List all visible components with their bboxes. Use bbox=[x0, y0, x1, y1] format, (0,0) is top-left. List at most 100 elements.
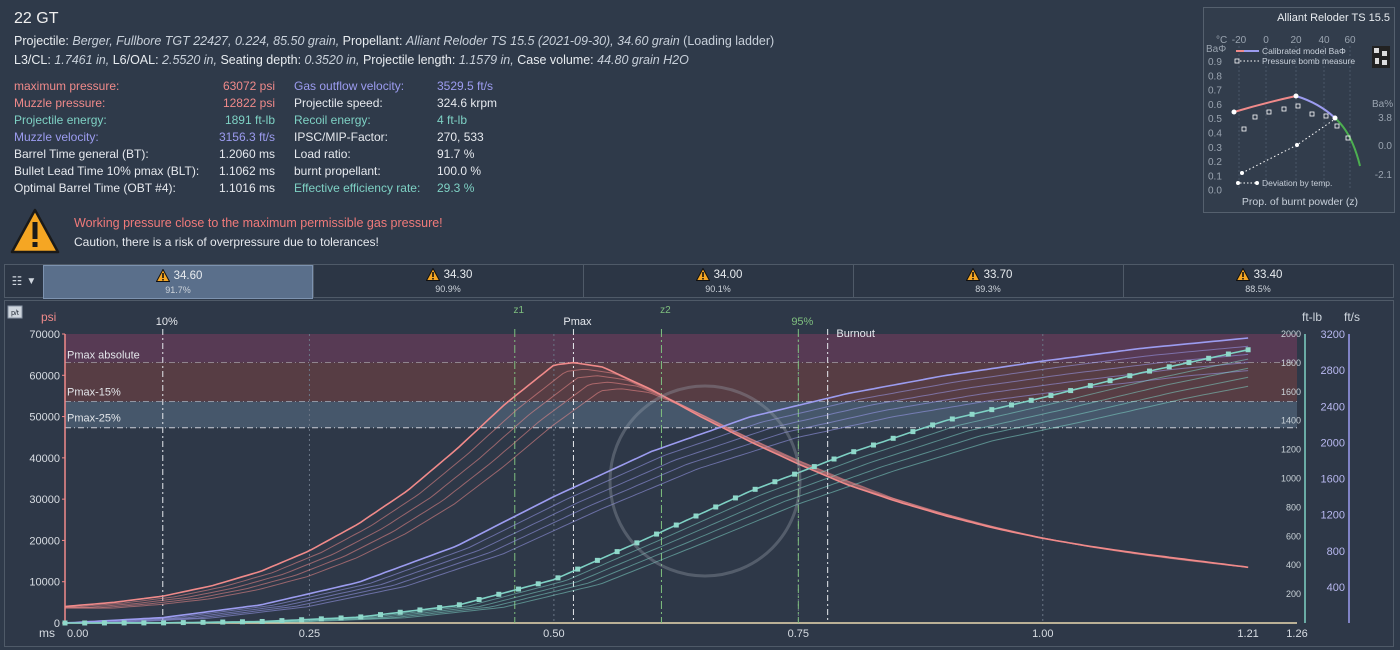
inset-top-tick: 0 bbox=[1263, 35, 1269, 46]
chevron-down-icon: ▼ bbox=[26, 275, 37, 287]
energy-point bbox=[575, 566, 581, 572]
l6-label: L6/OAL: bbox=[109, 53, 163, 67]
tab-charge-34.00[interactable]: 34.00 90.1% bbox=[583, 265, 852, 297]
stat-value: 3529.5 ft/s bbox=[437, 79, 494, 93]
stat-left-row: Barrel Time general (BT): 1.2060 ms bbox=[14, 146, 275, 163]
inset-left-label: BaΦ bbox=[1206, 44, 1226, 55]
energy-point bbox=[1087, 383, 1093, 389]
energy-tick-label: 400 bbox=[1286, 560, 1301, 570]
watermark-circle bbox=[608, 384, 802, 578]
energy-point bbox=[476, 597, 482, 603]
inset-xlabel: Prop. of burnt powder (z) bbox=[1242, 196, 1358, 208]
inset-left-tick: 0.2 bbox=[1208, 157, 1222, 168]
inset-curve-blue bbox=[1295, 95, 1336, 119]
energy-point bbox=[949, 416, 955, 422]
l3-label: L3/CL: bbox=[14, 53, 55, 67]
inset-curves bbox=[1231, 93, 1361, 175]
inset-left-tick: 0.4 bbox=[1208, 129, 1222, 140]
energy-point bbox=[673, 522, 679, 528]
marker-label: Burnout bbox=[836, 328, 875, 340]
energy-point bbox=[417, 607, 423, 613]
inset-curve-red bbox=[1233, 95, 1297, 113]
stat-left-row: maximum pressure: 63072 psi bbox=[14, 78, 275, 95]
energy-point bbox=[535, 581, 541, 587]
inset-left-tick: 0.5 bbox=[1208, 114, 1222, 125]
stat-label: IPSC/MIP-Factor: bbox=[294, 130, 389, 144]
legend-calibrated: Calibrated model BaΦ bbox=[1262, 46, 1346, 56]
tab-load-ratio: 89.3% bbox=[975, 284, 1001, 294]
stat-right-row: Load ratio: 91.7 % bbox=[294, 146, 517, 163]
warning-icon bbox=[1236, 268, 1250, 281]
energy-point bbox=[713, 504, 719, 510]
tab-load-ratio: 88.5% bbox=[1245, 284, 1271, 294]
pt-toggle-button[interactable] bbox=[7, 305, 23, 319]
energy-point bbox=[1186, 360, 1192, 366]
energy-point bbox=[279, 618, 285, 624]
stat-value: 63072 psi bbox=[222, 79, 275, 93]
velocity-tick-label: 800 bbox=[1327, 546, 1345, 558]
energy-point bbox=[299, 617, 305, 623]
stat-label: Projectile speed: bbox=[294, 96, 383, 110]
case-volume-label: Case volume: bbox=[513, 53, 598, 67]
velocity-curve bbox=[65, 353, 1249, 624]
energy-point bbox=[614, 549, 620, 555]
legend-dot bbox=[1236, 181, 1240, 185]
inset-measure-squares bbox=[1241, 103, 1351, 141]
warning-icon bbox=[156, 269, 170, 282]
energy-point bbox=[1225, 351, 1231, 357]
energy-point bbox=[1008, 402, 1014, 408]
warning-icon bbox=[966, 268, 980, 281]
watermark-logo bbox=[608, 384, 802, 578]
stat-left-row: Projectile energy: 1891 ft-lb bbox=[14, 112, 275, 129]
propellant-value: Alliant Reloder TS 15.5 (2021-09-30), 34… bbox=[405, 34, 680, 48]
propellant-model-panel[interactable]: Alliant Reloder TS 15.5 °C -20 0 20 40 60 BaΦ 0… bbox=[1203, 7, 1395, 213]
energy-point bbox=[141, 620, 147, 626]
pressure-tick-label: 60000 bbox=[29, 370, 60, 382]
energy-point bbox=[870, 442, 876, 448]
marker-label: z1 bbox=[513, 305, 524, 316]
tab-load-ratio: 90.1% bbox=[705, 284, 731, 294]
inset-legend: Calibrated model BaΦ Pressure bomb measu… bbox=[1234, 46, 1355, 188]
tab-charge-33.40[interactable]: 33.40 88.5% bbox=[1123, 265, 1392, 297]
l3-value: 1.7461 in, bbox=[54, 53, 110, 67]
energy-point bbox=[831, 456, 837, 462]
energy-tick-label: 800 bbox=[1286, 502, 1301, 512]
velocity-tick-label: 1200 bbox=[1321, 510, 1345, 522]
energy-tick-label: 1600 bbox=[1281, 387, 1301, 397]
inset-title: Alliant Reloder TS 15.5 bbox=[1277, 12, 1390, 24]
stat-label: maximum pressure: bbox=[14, 79, 120, 93]
velocity-curve bbox=[65, 370, 1249, 624]
marker-label: z2 bbox=[660, 305, 671, 316]
stat-value: 1.1062 ms bbox=[218, 164, 275, 178]
energy-point bbox=[851, 449, 857, 455]
stat-label: Gas outflow velocity: bbox=[294, 79, 405, 93]
energy-point bbox=[121, 620, 127, 626]
legend-dot-2 bbox=[1255, 181, 1259, 185]
pressure-curve bbox=[64, 361, 1249, 608]
energy-point bbox=[969, 411, 975, 417]
tabs-menu-button[interactable]: ☷ ▼ bbox=[5, 265, 43, 297]
energy-point bbox=[772, 479, 778, 485]
tab-charge-34.60[interactable]: 34.60 91.7% bbox=[43, 265, 313, 299]
pressure-tick-label: 30000 bbox=[29, 494, 60, 506]
energy-unit: ft-lb bbox=[1302, 310, 1322, 324]
marker-label: 95% bbox=[791, 316, 813, 328]
energy-point bbox=[792, 471, 798, 477]
energy-point bbox=[693, 513, 699, 519]
time-tick-label: 0.75 bbox=[788, 628, 809, 640]
stat-right-row: Effective efficiency rate: 29.3 % bbox=[294, 180, 517, 197]
energy-point bbox=[338, 615, 344, 621]
stat-left-row: Muzzle pressure: 12822 psi bbox=[14, 95, 275, 112]
stat-value: 12822 psi bbox=[222, 96, 275, 110]
energy-tick-label: 1200 bbox=[1281, 445, 1301, 455]
inset-point bbox=[1293, 93, 1299, 99]
projectile-line: Projectile: Berger, Fullbore TGT 22427, … bbox=[14, 34, 774, 48]
stat-label: Projectile energy: bbox=[14, 113, 107, 127]
stat-value: 1891 ft-lb bbox=[224, 113, 275, 127]
tab-charge-33.70[interactable]: 33.70 89.3% bbox=[853, 265, 1122, 297]
tab-charge-value: 34.00 bbox=[713, 269, 743, 281]
energy-point bbox=[910, 429, 916, 435]
tab-charge-34.30[interactable]: 34.30 90.9% bbox=[313, 265, 582, 297]
time-tick-label: 1.00 bbox=[1032, 628, 1053, 640]
velocity-tick-label: 1600 bbox=[1321, 474, 1345, 486]
